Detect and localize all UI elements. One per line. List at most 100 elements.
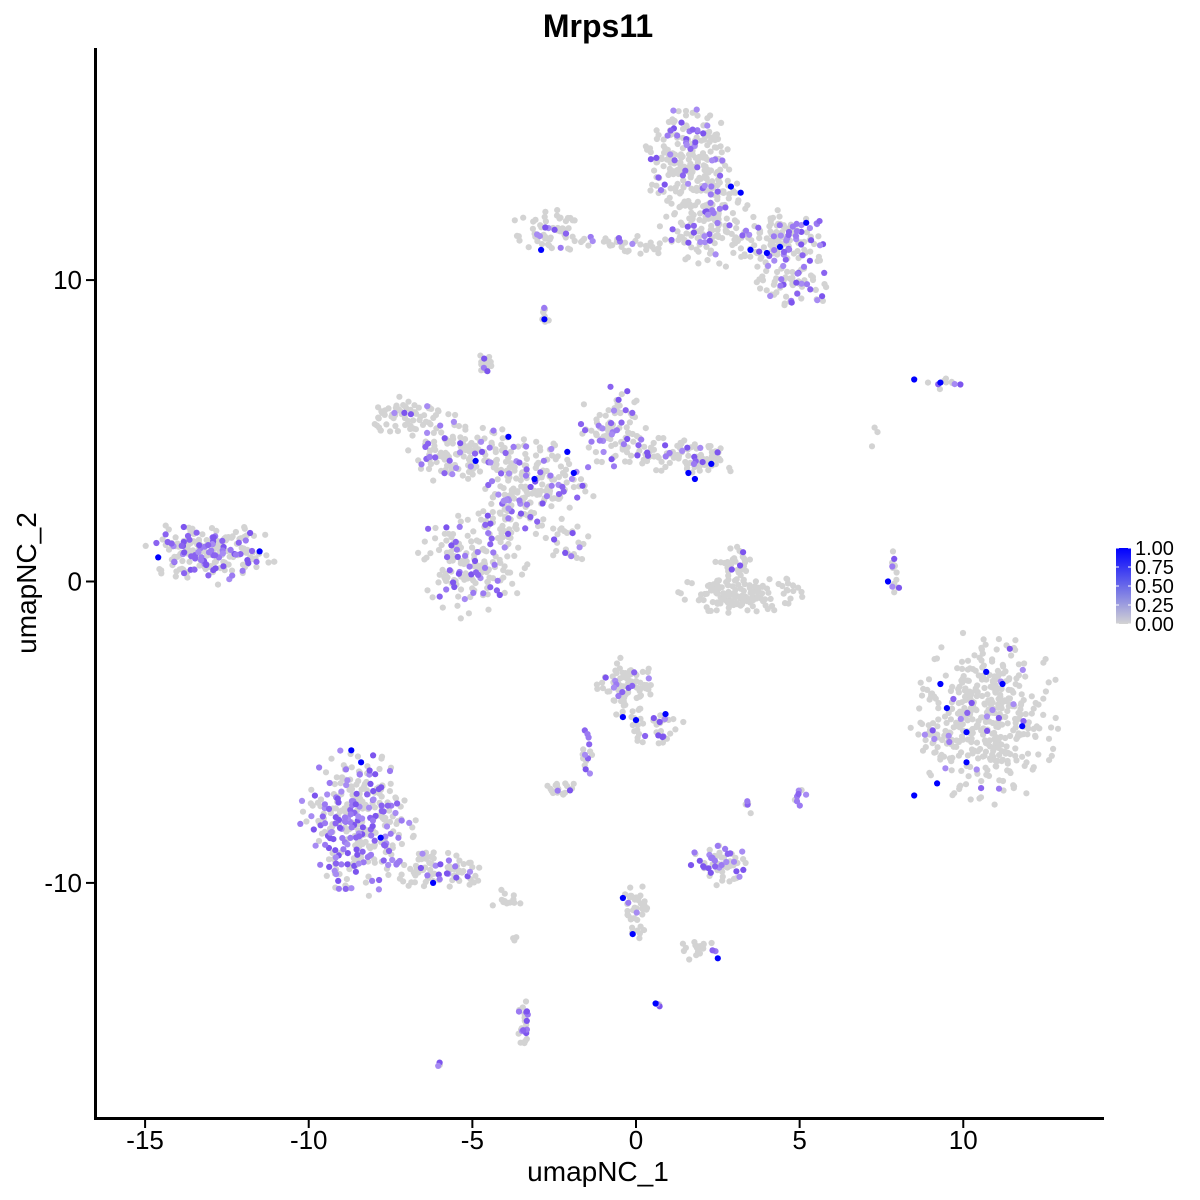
low-expression-point <box>563 782 571 790</box>
low-expression-point <box>781 302 788 309</box>
high-expression-point <box>884 578 892 585</box>
low-expression-point <box>955 689 963 696</box>
low-expression-point <box>1004 760 1011 767</box>
mid-expression-point <box>380 808 387 815</box>
mid-expression-point <box>359 815 366 822</box>
mid-expression-point <box>615 235 623 242</box>
low-expression-point <box>634 726 641 734</box>
low-expression-point <box>756 235 763 242</box>
low-expression-point <box>303 818 310 825</box>
mid-expression-point <box>684 223 691 230</box>
mid-expression-point <box>610 684 618 691</box>
low-expression-point <box>422 878 429 886</box>
mid-expression-point <box>419 850 426 857</box>
low-expression-point <box>608 442 615 449</box>
low-expression-point <box>738 253 745 260</box>
low-expression-point <box>987 756 994 764</box>
low-expression-point <box>871 424 878 431</box>
low-expression-point <box>606 688 613 695</box>
low-expression-point <box>653 467 660 474</box>
low-expression-point <box>511 464 518 471</box>
low-expression-point <box>1012 724 1019 731</box>
mid-expression-point <box>501 544 508 551</box>
low-expression-point <box>553 547 560 555</box>
mid-expression-point <box>344 850 351 857</box>
low-expression-point <box>943 719 950 727</box>
mid-expression-point <box>406 819 413 827</box>
mid-expression-point <box>771 247 778 254</box>
low-expression-point <box>1035 701 1042 708</box>
mid-expression-point <box>547 472 554 479</box>
mid-expression-point <box>340 846 347 853</box>
low-expression-point <box>497 510 504 517</box>
low-expression-point <box>679 940 687 947</box>
low-expression-point <box>700 162 707 169</box>
mid-expression-point <box>596 437 603 444</box>
low-expression-point <box>435 408 442 415</box>
mid-expression-point <box>385 861 392 869</box>
mid-expression-point <box>568 475 576 482</box>
low-expression-point <box>516 237 523 244</box>
mid-expression-point <box>798 222 805 229</box>
low-expression-point <box>375 414 382 421</box>
low-expression-point <box>479 424 486 432</box>
mid-expression-point <box>707 191 714 198</box>
mid-expression-point <box>396 857 403 865</box>
low-expression-point <box>449 433 456 440</box>
mid-expression-point <box>466 563 473 570</box>
low-expression-point <box>671 170 678 177</box>
low-expression-point <box>392 795 400 802</box>
low-expression-point <box>542 235 549 242</box>
mid-expression-point <box>488 478 496 485</box>
mid-expression-point <box>244 557 251 564</box>
low-expression-point <box>773 275 780 282</box>
low-expression-point <box>605 407 612 414</box>
mid-expression-point <box>697 444 704 451</box>
low-expression-point <box>523 455 531 462</box>
mid-expression-point <box>562 230 570 237</box>
low-expression-point <box>807 248 814 255</box>
mid-expression-point <box>386 767 394 775</box>
low-expression-point <box>520 214 527 221</box>
high-expression-point <box>963 729 970 736</box>
low-expression-point <box>500 485 507 492</box>
mid-expression-point <box>690 222 698 229</box>
mid-expression-point <box>348 824 355 831</box>
low-expression-point <box>975 718 982 725</box>
high-expression-point <box>377 834 384 841</box>
low-expression-point <box>532 530 540 538</box>
low-expression-point <box>731 217 739 224</box>
mid-expression-point <box>701 239 709 246</box>
mid-expression-point <box>794 290 801 297</box>
low-expression-point <box>643 246 650 253</box>
mid-expression-point <box>664 132 671 139</box>
low-expression-point <box>507 569 514 576</box>
low-expression-point <box>1010 689 1017 696</box>
low-expression-point <box>476 864 483 871</box>
mid-expression-point <box>613 427 621 434</box>
mid-expression-point <box>336 824 344 832</box>
low-expression-point <box>753 608 760 615</box>
mid-expression-point <box>631 669 638 676</box>
mid-expression-point <box>370 752 377 759</box>
mid-expression-point <box>394 800 401 807</box>
mid-expression-point <box>319 813 326 820</box>
mid-expression-point <box>235 539 242 546</box>
low-expression-point <box>953 719 960 726</box>
low-expression-point <box>636 693 643 700</box>
low-expression-point <box>660 163 667 170</box>
low-expression-point <box>462 426 469 433</box>
low-expression-point <box>704 257 711 264</box>
low-expression-point <box>511 217 518 224</box>
mid-expression-point <box>661 715 669 723</box>
mid-expression-point <box>342 885 349 893</box>
mid-expression-point <box>455 570 462 577</box>
mid-expression-point <box>486 444 493 451</box>
low-expression-point <box>549 495 556 502</box>
mid-expression-point <box>324 791 331 798</box>
low-expression-point <box>162 522 169 529</box>
mid-expression-point <box>548 445 555 453</box>
mid-expression-point <box>707 199 714 206</box>
low-expression-point <box>596 411 603 419</box>
mid-expression-point <box>629 240 636 247</box>
